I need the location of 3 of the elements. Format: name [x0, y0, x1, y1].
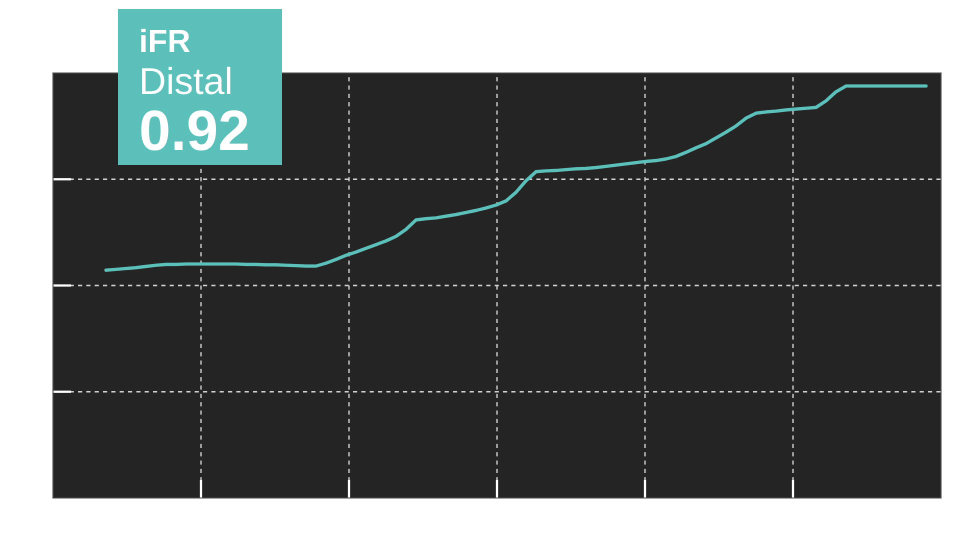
annotation: 0.92	[141, 110, 248, 151]
annotation: Distal	[142, 66, 230, 94]
text: iFR	[141, 28, 190, 52]
